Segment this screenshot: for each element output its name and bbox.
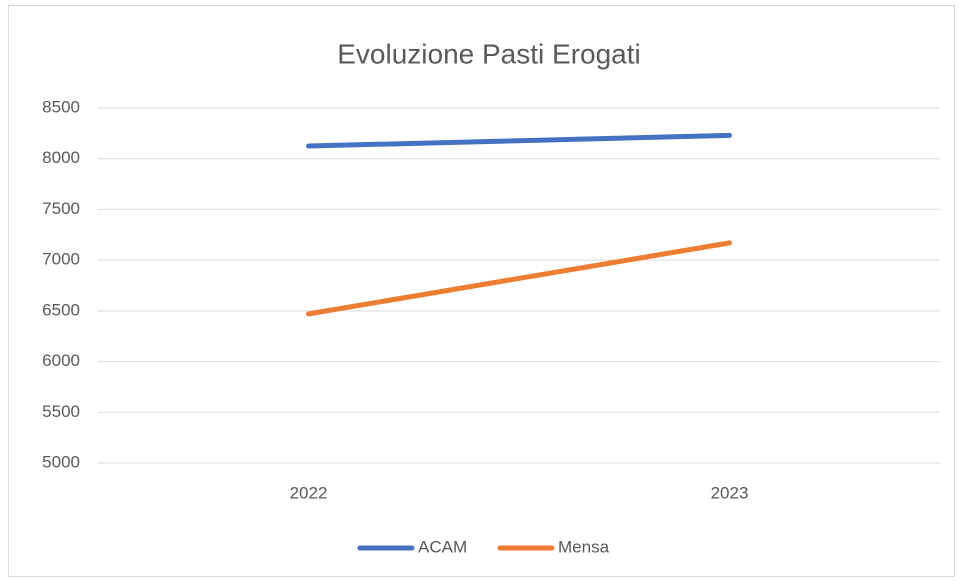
x-tick-label: 2022 [290,483,328,502]
x-tick-label: 2023 [711,483,749,502]
y-tick-label: 8000 [42,148,80,167]
y-tick-label: 5000 [42,452,80,471]
series-line [306,132,732,149]
series-line [306,240,732,317]
y-tick-label: 6500 [42,300,80,319]
chart-border [8,5,955,577]
y-tick-label: 7000 [42,250,80,269]
y-tick-label: 5500 [42,402,80,421]
y-tick-label: 8500 [42,97,80,116]
y-tick-label: 7500 [42,199,80,218]
legend-label: ACAM [418,537,467,556]
chart-title: Evoluzione Pasti Erogati [337,38,641,69]
legend-label: Mensa [558,537,610,556]
y-tick-label: 6000 [42,351,80,370]
